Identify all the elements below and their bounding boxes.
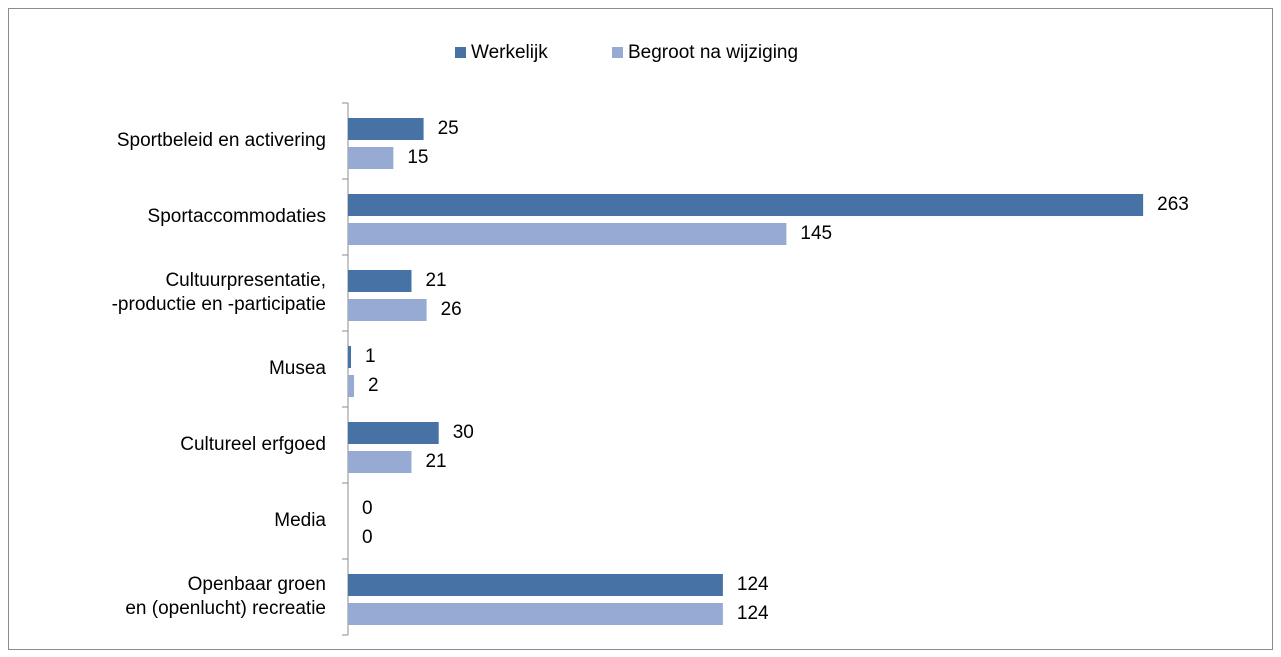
data-label: 21: [425, 451, 446, 472]
legend-swatch: [455, 47, 466, 58]
bar: [348, 574, 723, 596]
y-tick-label: Sportbeleid en activering: [117, 130, 326, 151]
data-label: 30: [453, 422, 474, 443]
y-tick-label: Sportaccommodaties: [148, 206, 326, 227]
bar: [348, 194, 1144, 216]
bar: [348, 451, 412, 473]
bar: [348, 603, 723, 625]
bar: [348, 375, 355, 397]
bar: [348, 223, 787, 245]
bar: [348, 147, 394, 169]
y-tick-label: Musea: [269, 358, 326, 379]
data-label: 2: [368, 375, 379, 396]
data-label: 0: [362, 527, 373, 548]
bar: [348, 299, 427, 321]
legend-label: Werkelijk: [471, 42, 548, 63]
data-label: 145: [800, 223, 832, 244]
bar: [348, 270, 412, 292]
data-label: 21: [425, 270, 446, 291]
data-label: 263: [1157, 194, 1189, 215]
data-label: 124: [737, 603, 769, 624]
chart-border: [8, 8, 1273, 650]
y-tick-label: Cultuurpresentatie, -productie en -partic…: [112, 270, 326, 315]
legend-label: Begroot na wijziging: [628, 42, 798, 63]
data-label: 15: [407, 147, 428, 168]
bar: [348, 422, 439, 444]
data-label: 124: [737, 574, 769, 595]
data-label: 0: [362, 498, 373, 519]
y-tick-label: Openbaar groen en (openlucht) recreatie: [125, 574, 326, 619]
data-label: 26: [441, 299, 462, 320]
bar: [348, 118, 424, 140]
y-tick-label: Media: [274, 510, 326, 531]
legend-swatch: [612, 47, 623, 58]
data-label: 1: [365, 346, 376, 367]
data-label: 25: [438, 118, 459, 139]
bar: [348, 346, 352, 368]
y-tick-label: Cultureel erfgoed: [180, 434, 326, 455]
